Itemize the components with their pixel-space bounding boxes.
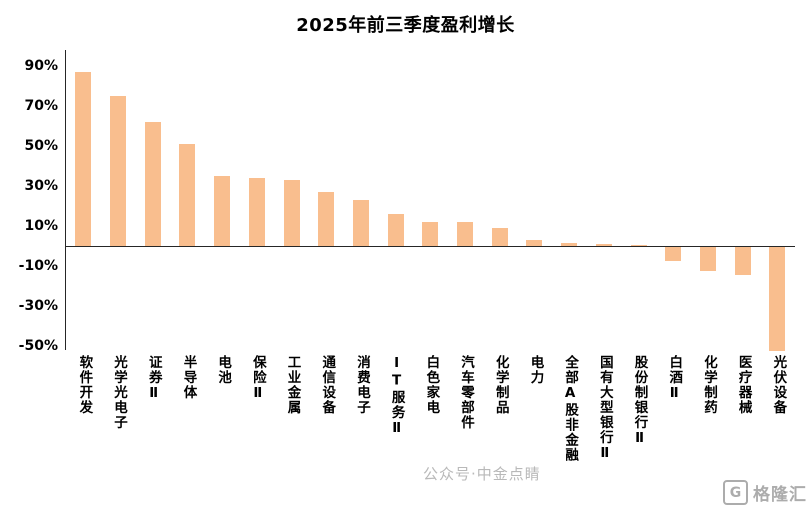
x-axis-label: 电力 bbox=[527, 355, 544, 385]
x-axis-label: 化学制品 bbox=[492, 355, 509, 415]
bar bbox=[318, 192, 335, 246]
x-axis-label: 化学制药 bbox=[700, 355, 717, 415]
gelonghui-logo: G 格隆汇 bbox=[723, 480, 807, 505]
bar bbox=[144, 122, 161, 246]
bar bbox=[387, 214, 404, 246]
zero-baseline bbox=[65, 246, 795, 247]
x-axis-label: 汽车零部件 bbox=[458, 355, 475, 430]
bar bbox=[734, 247, 751, 275]
x-axis-label: 白色家电 bbox=[423, 355, 440, 415]
bar bbox=[769, 247, 786, 351]
y-tick-label: 50% bbox=[24, 138, 58, 154]
bar bbox=[214, 176, 231, 246]
x-axis-label: 证券Ⅱ bbox=[145, 355, 162, 403]
chart-title: 2025年前三季度盈利增长 bbox=[296, 15, 515, 36]
x-axis-label: 通信设备 bbox=[319, 355, 336, 415]
bar bbox=[665, 247, 682, 261]
watermark-text: 公众号·中金点睛 bbox=[423, 465, 541, 483]
y-tick-label: -10% bbox=[18, 258, 58, 274]
bar bbox=[110, 96, 127, 246]
bar bbox=[422, 222, 439, 246]
x-axis-label: 保险Ⅱ bbox=[249, 355, 266, 403]
x-axis-label: 半导体 bbox=[180, 355, 197, 400]
y-axis-line bbox=[65, 50, 66, 350]
gelonghui-logo-text: 格隆汇 bbox=[753, 485, 807, 505]
bar bbox=[248, 178, 265, 246]
bar bbox=[352, 200, 369, 246]
y-tick-label: 70% bbox=[24, 98, 58, 114]
x-axis-label: 国有大型银行Ⅱ bbox=[596, 355, 613, 463]
x-axis-label: 股份制银行Ⅱ bbox=[631, 355, 648, 448]
bar bbox=[75, 72, 92, 246]
x-axis-label: 全部A股非金融 bbox=[562, 355, 579, 463]
x-axis-label: 电池 bbox=[215, 355, 232, 385]
bar bbox=[699, 247, 716, 271]
x-axis-label: 工业金属 bbox=[284, 355, 301, 415]
bar bbox=[595, 244, 612, 246]
x-axis-label: 白酒Ⅱ bbox=[666, 355, 683, 403]
bar bbox=[491, 228, 508, 246]
x-axis-label: 医疗器械 bbox=[735, 355, 752, 415]
y-tick-label: 30% bbox=[24, 178, 58, 194]
bar bbox=[283, 180, 300, 246]
x-axis-label: 软件开发 bbox=[76, 355, 93, 415]
bar bbox=[630, 245, 647, 246]
x-axis-label: IT服务Ⅱ bbox=[388, 355, 405, 438]
bar bbox=[526, 240, 543, 246]
x-axis-label: 光伏设备 bbox=[770, 355, 787, 415]
y-tick-label: 90% bbox=[24, 58, 58, 74]
x-axis-label: 消费电子 bbox=[353, 355, 370, 415]
gelonghui-logo-icon: G bbox=[723, 480, 748, 505]
y-tick-label: -30% bbox=[18, 298, 58, 314]
y-tick-label: -50% bbox=[18, 338, 58, 354]
bar bbox=[457, 222, 474, 246]
bar bbox=[179, 144, 196, 246]
x-axis-label: 光学光电子 bbox=[111, 355, 128, 430]
bar bbox=[561, 243, 578, 246]
y-tick-label: 10% bbox=[24, 218, 58, 234]
